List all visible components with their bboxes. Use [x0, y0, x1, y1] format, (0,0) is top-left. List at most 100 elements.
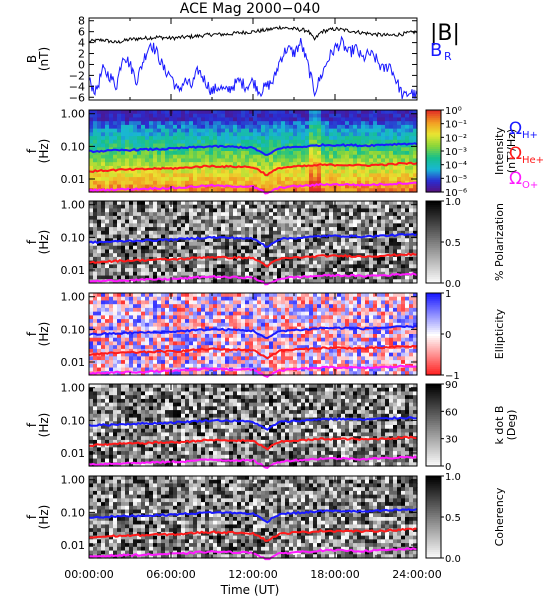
spectrogram-cell — [109, 136, 114, 141]
spectrogram-cell — [337, 249, 342, 254]
spectrogram-cell — [113, 275, 118, 280]
spectrogram-cell — [185, 264, 190, 269]
spectrogram-cell — [253, 227, 258, 232]
spectrogram-cell — [261, 275, 266, 280]
spectrogram-cell — [161, 234, 166, 239]
spectrogram-cell — [309, 162, 314, 167]
spectrogram-cell — [249, 371, 254, 376]
spectrogram-cell — [109, 337, 114, 343]
spectrogram-cell — [385, 121, 390, 126]
spectrogram-cell — [401, 184, 406, 189]
spectrogram-cell — [265, 139, 270, 145]
spectrogram-cell — [101, 242, 106, 247]
spectrogram-cell — [133, 307, 138, 313]
spectrogram-cell — [333, 234, 338, 239]
spectrogram-cell — [89, 245, 94, 251]
spectrogram-cell — [113, 136, 118, 141]
spectrogram-cell — [125, 264, 130, 269]
spectrogram-cell — [141, 337, 146, 343]
spectrogram-cell — [93, 124, 98, 130]
spectrogram-cell — [201, 334, 206, 339]
spectrogram-cell — [113, 360, 118, 365]
spectrogram-cell — [353, 227, 358, 232]
spectrogram-cell — [161, 356, 166, 361]
spectrogram-cell — [181, 296, 186, 302]
spectrogram-cell — [193, 124, 198, 130]
spectrogram-cell — [153, 337, 158, 343]
spectrogram-cell — [397, 110, 402, 115]
spectrogram-cell — [105, 201, 110, 206]
spectrogram-cell — [209, 132, 214, 137]
spectrogram-cell — [101, 219, 106, 224]
spectrogram-cell — [253, 188, 258, 193]
spectrogram-cell — [301, 253, 306, 258]
spectrogram-cell — [165, 242, 170, 247]
spectrogram-cell — [405, 177, 410, 182]
colorbar-band — [426, 171, 441, 175]
spectrogram-cell — [265, 219, 270, 224]
spectrogram-cell — [101, 143, 106, 148]
spectrogram-cell — [389, 268, 394, 273]
spectrogram-cell — [197, 162, 202, 167]
spectrogram-cell — [257, 307, 262, 313]
spectrogram-cell — [189, 143, 194, 148]
spectrogram-cell — [161, 264, 166, 269]
spectrogram-cell — [329, 227, 334, 232]
spectrogram-cell — [329, 230, 334, 236]
spectrogram-cell — [401, 201, 406, 206]
spectrogram-cell — [277, 371, 282, 376]
spectrogram-cell — [261, 121, 266, 126]
spectrogram-cell — [381, 230, 386, 236]
spectrogram-cell — [157, 223, 162, 228]
spectrogram-cell — [265, 268, 270, 273]
spectrogram-cell — [225, 230, 230, 236]
spectrogram-cell — [161, 296, 166, 302]
spectrogram-cell — [209, 352, 214, 357]
spectrogram-cell — [113, 268, 118, 273]
spectrogram-cell — [133, 271, 138, 277]
spectrogram-cell — [341, 128, 346, 133]
spectrogram-cell — [193, 371, 198, 376]
spectrogram-cell — [365, 184, 370, 189]
spectrogram-cell — [129, 219, 134, 224]
spectrogram-cell — [89, 249, 94, 254]
spectrogram-cell — [321, 245, 326, 251]
spectrogram-cell — [165, 177, 170, 182]
spectrogram-cell — [293, 234, 298, 239]
spectrogram-cell — [221, 113, 226, 119]
spectrogram-cell — [161, 227, 166, 232]
spectrogram-cell — [293, 271, 298, 277]
spectrogram-cell — [189, 268, 194, 273]
spectrogram-cell — [249, 158, 254, 163]
spectrogram-cell — [109, 360, 114, 365]
spectrogram-cell — [97, 268, 102, 273]
spectrogram-cell — [333, 208, 338, 213]
spectrogram-cell — [297, 242, 302, 247]
spectrogram-cell — [197, 341, 202, 346]
spectrogram-cell — [121, 121, 126, 126]
spectrogram-cell — [389, 184, 394, 189]
spectrogram-cell — [369, 201, 374, 206]
spectrogram-cell — [165, 337, 170, 343]
spectrogram-cell — [277, 151, 282, 156]
spectrogram-cell — [277, 208, 282, 213]
spectrogram-cell — [237, 128, 242, 133]
spectrogram-cell — [217, 227, 222, 232]
spectrogram-cell — [89, 165, 94, 171]
spectrogram-cell — [373, 184, 378, 189]
spectrogram-cell — [261, 154, 266, 160]
spectrogram-cell — [129, 132, 134, 137]
spectrogram-cell — [297, 208, 302, 213]
spectrogram-cell — [225, 173, 230, 178]
spectrogram-cell — [365, 271, 370, 277]
spectrogram-cell — [397, 188, 402, 193]
spectrogram-cell — [361, 117, 366, 122]
spectrogram-cell — [189, 337, 194, 343]
spectrogram-cell — [413, 260, 418, 265]
spectrogram-cell — [349, 158, 354, 163]
spectrogram-cell — [265, 242, 270, 247]
spectrogram-cell — [261, 348, 266, 354]
spectrogram-cell — [269, 162, 274, 167]
spectrogram-cell — [129, 180, 134, 186]
spectrogram-cell — [261, 173, 266, 178]
